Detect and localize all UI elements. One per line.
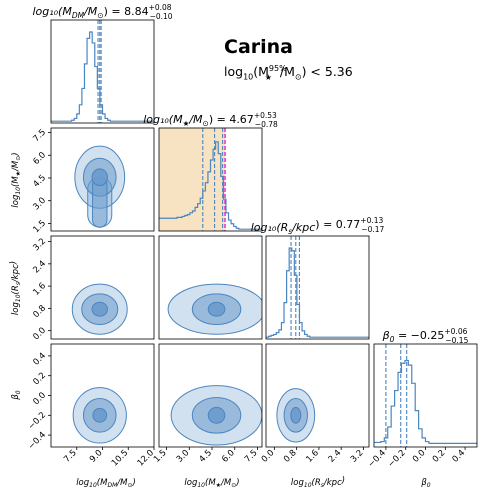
x-tick-label-beta: −0.2 bbox=[386, 448, 408, 470]
hist-line-beta bbox=[374, 359, 477, 444]
limit-value: ) < 5.36 bbox=[301, 64, 353, 80]
limit-star: ★ bbox=[264, 72, 272, 82]
x-tick-label-beta: 0.4 bbox=[451, 448, 468, 465]
x-tick-label-beta: 0.2 bbox=[431, 448, 448, 465]
x-tick-label-mstar: 4.5 bbox=[197, 448, 214, 465]
x-tick-label-rs: 1.6 bbox=[304, 448, 321, 465]
x-tick-label-mstar: 3.0 bbox=[175, 448, 192, 465]
limit-percentile: 95% bbox=[268, 64, 287, 73]
x-tick-label-mstar: 6.0 bbox=[220, 448, 237, 465]
y-tick-label-mstar: 7.5 bbox=[31, 128, 48, 145]
limit-close: /M bbox=[279, 64, 295, 80]
contour-panel-mstar-rs bbox=[158, 235, 263, 340]
limit-sun: ⊙ bbox=[294, 72, 302, 82]
contour-panel-mdm-rs bbox=[50, 235, 155, 340]
hist-frame-mstar bbox=[158, 127, 263, 232]
hist-frame-mdm bbox=[50, 19, 155, 124]
stellar-mass-upper-limit: log10(M95%★ /M⊙) < 5.36 bbox=[224, 64, 353, 82]
y-axis-label-rs: log10(Rs/kpc) bbox=[9, 261, 22, 315]
x-axis-label-rs: log10(Rs/kpc) bbox=[291, 476, 345, 489]
hist-frame-rs bbox=[265, 235, 370, 340]
contour-frame bbox=[50, 235, 155, 340]
y-tick-label-beta: −0.2 bbox=[26, 410, 48, 432]
hist-line-mdm bbox=[51, 31, 154, 122]
hist-frame-bg-rs bbox=[266, 236, 369, 339]
y-tick-label-mstar: 4.5 bbox=[31, 173, 48, 190]
hist-frame-bg-beta bbox=[374, 344, 477, 447]
x-tick-label-mdm: 10.5 bbox=[110, 448, 130, 468]
hist-panel-rs: log₁₀(Rs/kpc) = 0.77+0.13 −0.17 bbox=[251, 216, 385, 340]
y-tick-label-rs: 0.0 bbox=[31, 326, 48, 343]
contour-level-1 bbox=[91, 301, 108, 317]
hist-panel-mstar: log₁₀(M★/M⊙) = 4.67+0.53 −0.78 bbox=[143, 111, 278, 232]
y-tick-label-mstar: 6.0 bbox=[31, 150, 48, 167]
x-tick-label-rs: 2.4 bbox=[327, 448, 344, 465]
y-tick-label-beta: 0.0 bbox=[31, 391, 48, 408]
prior-band bbox=[159, 128, 226, 231]
x-tick-label-mstar: 1.5 bbox=[152, 448, 169, 465]
x-tick-label-mstar: 7.5 bbox=[243, 448, 260, 465]
y-tick-label-mstar: 1.5 bbox=[31, 218, 48, 235]
contour-level-1 bbox=[92, 407, 108, 423]
hist-panel-mdm: log₁₀(MDM/M⊙) = 8.84+0.08 −0.10 bbox=[32, 3, 173, 124]
figure-title: Carina bbox=[224, 36, 293, 58]
contour-level-1 bbox=[290, 406, 302, 424]
y-tick-label-rs: 0.8 bbox=[31, 303, 48, 320]
x-tick-label-mdm: 7.5 bbox=[62, 448, 79, 465]
contour-panel-mdm-mstar bbox=[50, 127, 155, 232]
hist-title-rs: log₁₀(Rs/kpc) = 0.77+0.13 −0.17 bbox=[251, 216, 385, 236]
y-tick-label-rs: 3.2 bbox=[31, 237, 48, 254]
hist-line-rs bbox=[266, 247, 369, 338]
x-tick-label-rs: 0.0 bbox=[260, 448, 277, 465]
hist-line-mstar bbox=[159, 141, 262, 230]
x-axis-label-mstar: log10(M★/M⊙) bbox=[184, 478, 239, 489]
y-tick-label-rs: 1.6 bbox=[31, 281, 48, 298]
contour-frame bbox=[50, 127, 155, 232]
contour-frame bbox=[158, 343, 263, 448]
y-axis-label-mstar: log10(M★/M⊙) bbox=[11, 152, 22, 207]
x-tick-label-rs: 0.8 bbox=[282, 448, 299, 465]
contour-panel-mstar-beta bbox=[158, 343, 263, 448]
limit-open: (M bbox=[253, 64, 269, 80]
x-tick-label-rs: 3.2 bbox=[349, 448, 366, 465]
hist-title-beta: β0 = −0.25+0.06 −0.15 bbox=[382, 327, 469, 345]
x-tick-label-beta: 0.0 bbox=[411, 448, 428, 465]
y-tick-label-beta: 0.4 bbox=[31, 351, 48, 368]
limit-base: 10 bbox=[243, 72, 254, 82]
y-tick-label-beta: 0.2 bbox=[31, 371, 48, 388]
contour-level-1 bbox=[91, 168, 108, 187]
x-axis-label-mdm: log10(MDM/M⊙) bbox=[76, 478, 136, 489]
contour-frame bbox=[158, 235, 263, 340]
contour-frame bbox=[265, 343, 370, 448]
y-tick-label-rs: 2.4 bbox=[31, 259, 48, 276]
contour-panel-mdm-beta bbox=[50, 343, 155, 448]
x-tick-label-beta: −0.4 bbox=[366, 448, 388, 470]
limit-prefix: log bbox=[224, 64, 244, 80]
contour-level-1 bbox=[207, 301, 226, 317]
hist-title-mdm: log₁₀(MDM/M⊙) = 8.84+0.08 −0.10 bbox=[32, 3, 172, 21]
contour-level-1 bbox=[207, 406, 226, 424]
y-tick-label-beta: −0.4 bbox=[26, 430, 48, 452]
y-tick-label-mstar: 3.0 bbox=[31, 196, 48, 213]
y-axis-label-beta: β0 bbox=[11, 390, 22, 400]
x-axis-label-beta: β0 bbox=[420, 478, 430, 489]
x-tick-label-mdm: 9.0 bbox=[88, 448, 105, 465]
hist-panel-beta: β0 = −0.25+0.06 −0.15 bbox=[373, 327, 478, 448]
contour-panel-rs-beta bbox=[265, 343, 370, 448]
hist-title-mstar: log₁₀(M★/M⊙) = 4.67+0.53 −0.78 bbox=[143, 111, 278, 129]
